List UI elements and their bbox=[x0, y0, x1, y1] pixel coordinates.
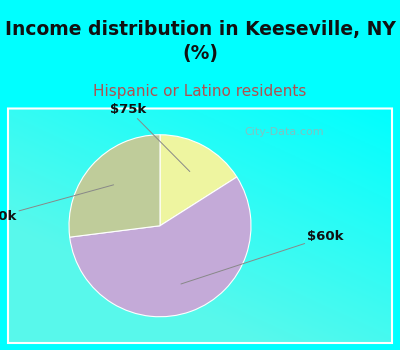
Text: Hispanic or Latino residents: Hispanic or Latino residents bbox=[93, 84, 307, 99]
Text: City-Data.com: City-Data.com bbox=[245, 127, 324, 137]
Wedge shape bbox=[69, 135, 160, 237]
Text: $50k: $50k bbox=[0, 185, 114, 223]
Text: $75k: $75k bbox=[110, 103, 190, 172]
Wedge shape bbox=[160, 135, 237, 226]
Text: $60k: $60k bbox=[181, 230, 344, 284]
Text: Income distribution in Keeseville, NY
(%): Income distribution in Keeseville, NY (%… bbox=[4, 20, 396, 63]
Wedge shape bbox=[70, 177, 251, 317]
